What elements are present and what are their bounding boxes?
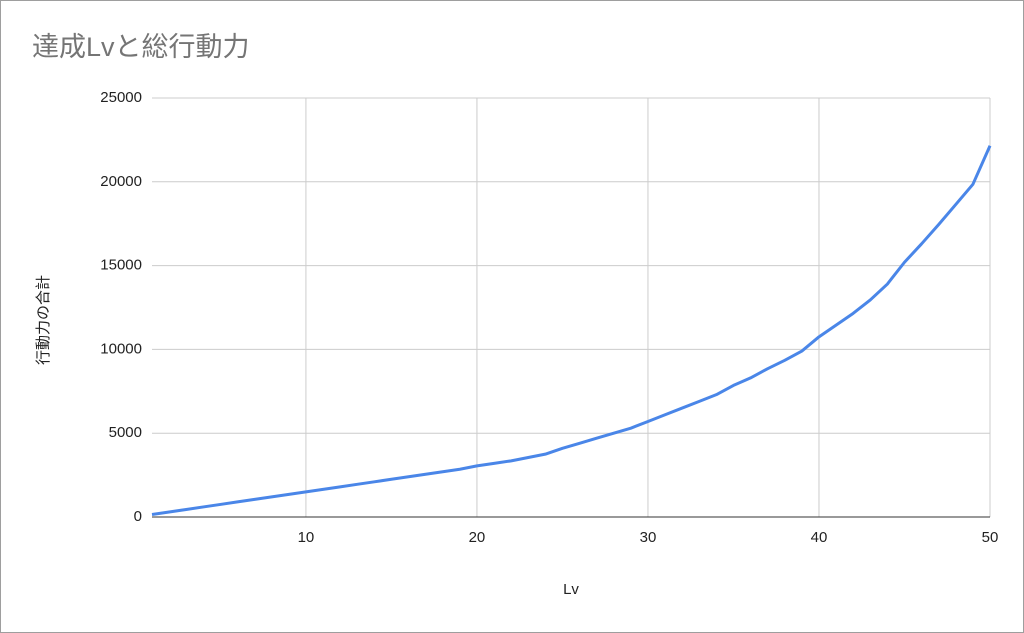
x-tick-label: 50 <box>982 529 999 546</box>
x-tick-label: 30 <box>640 529 657 546</box>
y-axis-label: 行動力の合計 <box>35 275 52 365</box>
x-axis-label: Lv <box>563 581 579 598</box>
x-tick-label: 10 <box>298 529 315 546</box>
y-tick-label: 0 <box>134 508 142 525</box>
x-tick-label: 20 <box>469 529 486 546</box>
y-tick-label: 10000 <box>100 340 142 357</box>
y-tick-label: 5000 <box>109 424 142 441</box>
chart-title: 達成Lvと総行動力 <box>32 32 250 62</box>
x-tick-label: 40 <box>811 529 828 546</box>
y-tick-label: 15000 <box>100 257 142 274</box>
y-tick-label: 20000 <box>100 173 142 190</box>
y-tick-label: 25000 <box>100 89 142 106</box>
data-line <box>151 145 992 516</box>
